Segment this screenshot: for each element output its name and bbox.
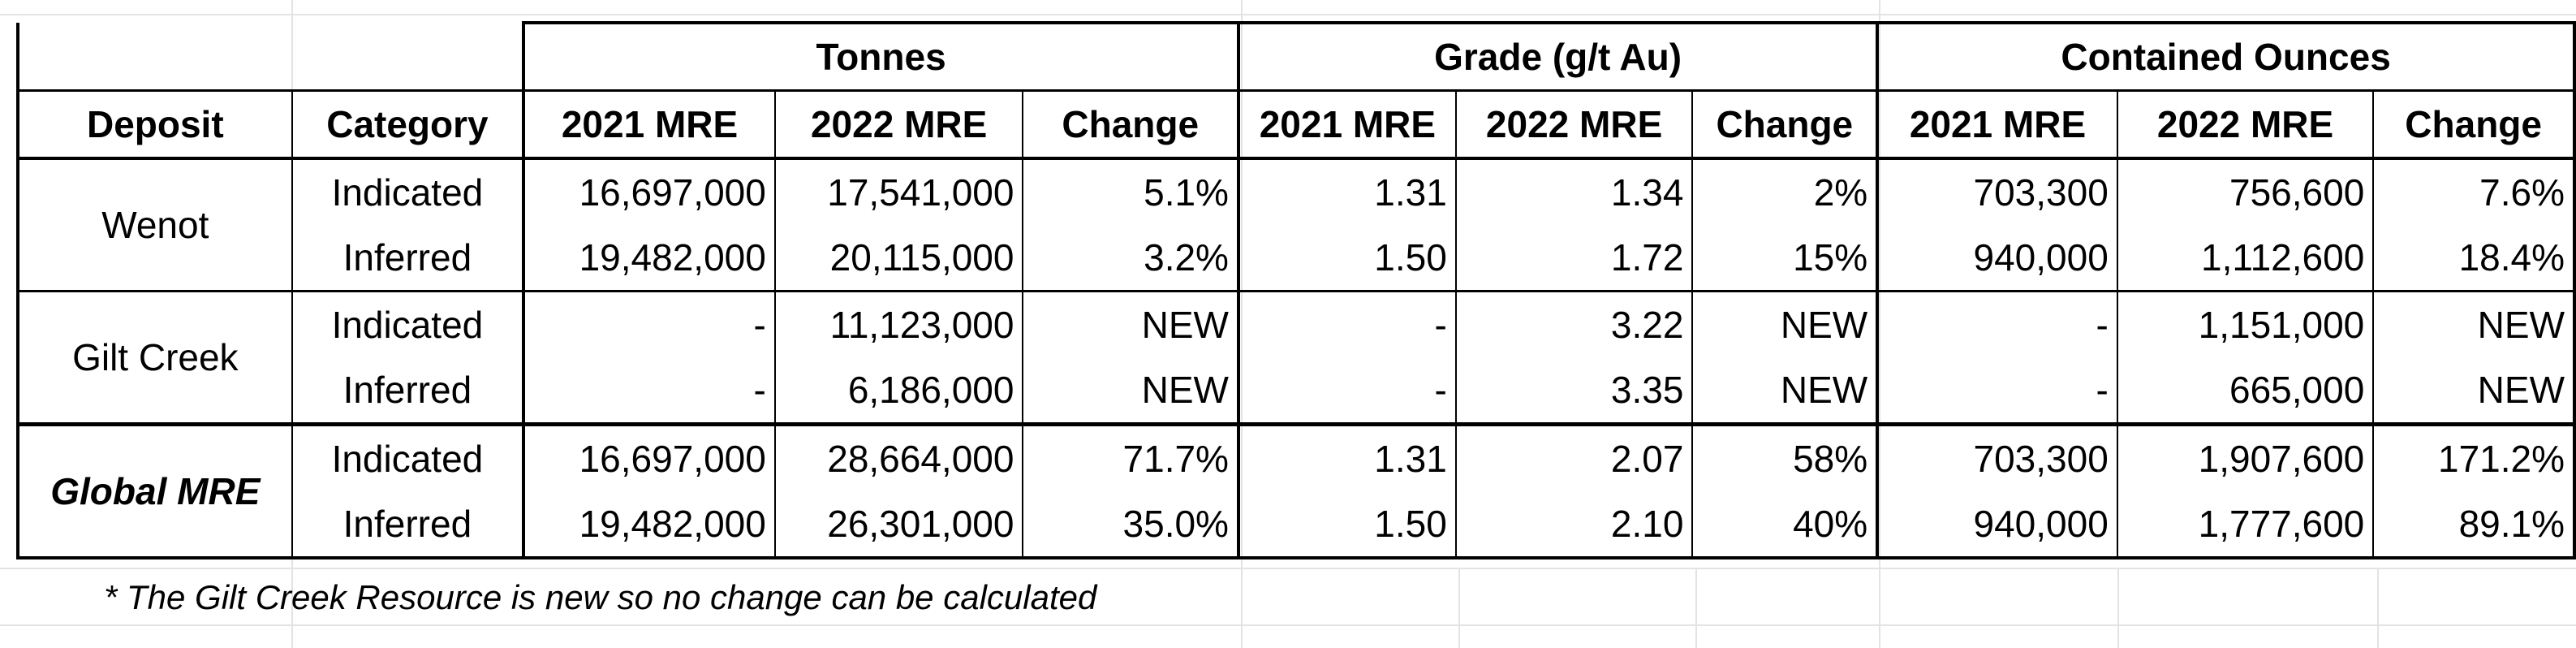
grade-change-cell: NEW [1691, 291, 1879, 357]
ounces-2021-cell: - [1876, 291, 2118, 357]
deposit-cell-wenot: Wenot [16, 158, 293, 292]
grade-2021-cell: - [1236, 291, 1457, 357]
grade-change-cell: 40% [1691, 491, 1879, 559]
tonnes-2021-cell: 16,697,000 [522, 158, 776, 225]
tonnes-2021-cell: - [522, 291, 776, 357]
ounces-change-cell: NEW [2372, 291, 2576, 357]
grade-change-cell: 15% [1691, 225, 1879, 292]
ounces-2021-cell: - [1876, 357, 2118, 425]
blank-header-cell [15, 23, 525, 91]
group-header-grade: Grade (g/t Au) [1236, 21, 1879, 91]
group-header-row: Tonnes Grade (g/t Au) Contained Ounces [15, 21, 2576, 91]
col-header-grade-2022: 2022 MRE [1454, 89, 1694, 160]
grade-2022-cell: 2.10 [1454, 491, 1694, 559]
tonnes-change-cell: NEW [1022, 357, 1239, 425]
tonnes-2021-cell: 16,697,000 [522, 422, 776, 491]
table-row: Inferred - 6,186,000 NEW - 3.35 NEW - 66… [18, 357, 2576, 425]
ounces-change-cell: 171.2% [2372, 422, 2576, 491]
col-header-category: Category [291, 89, 525, 160]
grade-2022-cell: 3.35 [1454, 357, 1694, 425]
col-header-grade-change: Change [1691, 89, 1879, 160]
tonnes-2021-cell: 19,482,000 [522, 225, 776, 292]
category-cell: Indicated [291, 291, 525, 357]
footnote: * The Gilt Creek Resource is new so no c… [104, 578, 1097, 616]
grade-2021-cell: 1.50 [1236, 491, 1457, 559]
tonnes-change-cell: 71.7% [1022, 422, 1239, 491]
ounces-2021-cell: 940,000 [1876, 225, 2118, 292]
ounces-change-cell: 18.4% [2372, 225, 2576, 292]
ounces-2022-cell: 1,151,000 [2116, 291, 2375, 357]
ounces-2021-cell: 940,000 [1876, 491, 2118, 559]
table-row: Wenot Indicated 16,697,000 17,541,000 5.… [16, 158, 2576, 292]
col-header-grade-2021: 2021 MRE [1236, 89, 1457, 160]
grade-2022-cell: 2.07 [1454, 422, 1694, 491]
tonnes-2021-cell: 19,482,000 [522, 491, 776, 559]
tonnes-change-cell: 35.0% [1022, 491, 1239, 559]
grade-2021-cell: 1.31 [1236, 158, 1457, 225]
tonnes-2022-cell: 11,123,000 [773, 291, 1024, 357]
group-header-ounces: Contained Ounces [1876, 21, 2576, 91]
ounces-change-cell: NEW [2372, 357, 2576, 425]
group-header-tonnes: Tonnes [522, 21, 1239, 91]
grade-change-cell: 58% [1691, 422, 1879, 491]
ounces-change-cell: 89.1% [2372, 491, 2576, 559]
category-cell: Inferred [291, 491, 525, 559]
col-header-ounces-change: Change [2372, 89, 2576, 160]
category-cell: Indicated [291, 422, 525, 491]
grade-2022-cell: 1.34 [1454, 158, 1694, 225]
ounces-2021-cell: 703,300 [1876, 158, 2118, 225]
grade-2021-cell: 1.31 [1236, 422, 1457, 491]
category-cell: Inferred [291, 357, 525, 425]
deposit-cell-global-mre: Global MRE [16, 422, 293, 559]
tonnes-change-cell: 3.2% [1022, 225, 1239, 292]
category-cell: Indicated [291, 158, 525, 225]
col-header-ounces-2021: 2021 MRE [1876, 89, 2118, 160]
ounces-2022-cell: 665,000 [2116, 357, 2375, 425]
table-row: Inferred 19,482,000 20,115,000 3.2% 1.50… [18, 225, 2576, 292]
tonnes-change-cell: NEW [1022, 291, 1239, 357]
grade-2022-cell: 3.22 [1454, 291, 1694, 357]
column-header-row: Deposit Category 2021 MRE 2022 MRE Chang… [16, 89, 2576, 160]
grade-2021-cell: - [1236, 357, 1457, 425]
col-header-tonnes-2022: 2022 MRE [773, 89, 1024, 160]
ounces-2022-cell: 1,777,600 [2116, 491, 2375, 559]
ounces-2022-cell: 756,600 [2116, 158, 2375, 225]
ounces-2022-cell: 1,907,600 [2116, 422, 2375, 491]
tonnes-2022-cell: 28,664,000 [773, 422, 1024, 491]
table-row: Inferred 19,482,000 26,301,000 35.0% 1.5… [18, 491, 2576, 559]
tonnes-2022-cell: 6,186,000 [773, 357, 1024, 425]
grade-2021-cell: 1.50 [1236, 225, 1457, 292]
tonnes-2022-cell: 17,541,000 [773, 158, 1024, 225]
grade-change-cell: NEW [1691, 357, 1879, 425]
ounces-change-cell: 7.6% [2372, 158, 2576, 225]
col-header-deposit: Deposit [16, 89, 293, 160]
category-cell: Inferred [291, 225, 525, 292]
grade-change-cell: 2% [1691, 158, 1879, 225]
tonnes-2022-cell: 26,301,000 [773, 491, 1024, 559]
col-header-ounces-2022: 2022 MRE [2116, 89, 2375, 160]
ounces-2021-cell: 703,300 [1876, 422, 2118, 491]
grade-2022-cell: 1.72 [1454, 225, 1694, 292]
tonnes-change-cell: 5.1% [1022, 158, 1239, 225]
mre-comparison-table: Tonnes Grade (g/t Au) Contained Ounces D… [15, 21, 2576, 559]
deposit-cell-gilt-creek: Gilt Creek [16, 291, 293, 425]
col-header-tonnes-change: Change [1022, 89, 1239, 160]
tonnes-2022-cell: 20,115,000 [773, 225, 1024, 292]
col-header-tonnes-2021: 2021 MRE [522, 89, 776, 160]
ounces-2022-cell: 1,112,600 [2116, 225, 2375, 292]
tonnes-2021-cell: - [522, 357, 776, 425]
table-row: Gilt Creek Indicated - 11,123,000 NEW - … [16, 291, 2576, 425]
table-row: Global MRE Indicated 16,697,000 28,664,0… [16, 422, 2576, 559]
